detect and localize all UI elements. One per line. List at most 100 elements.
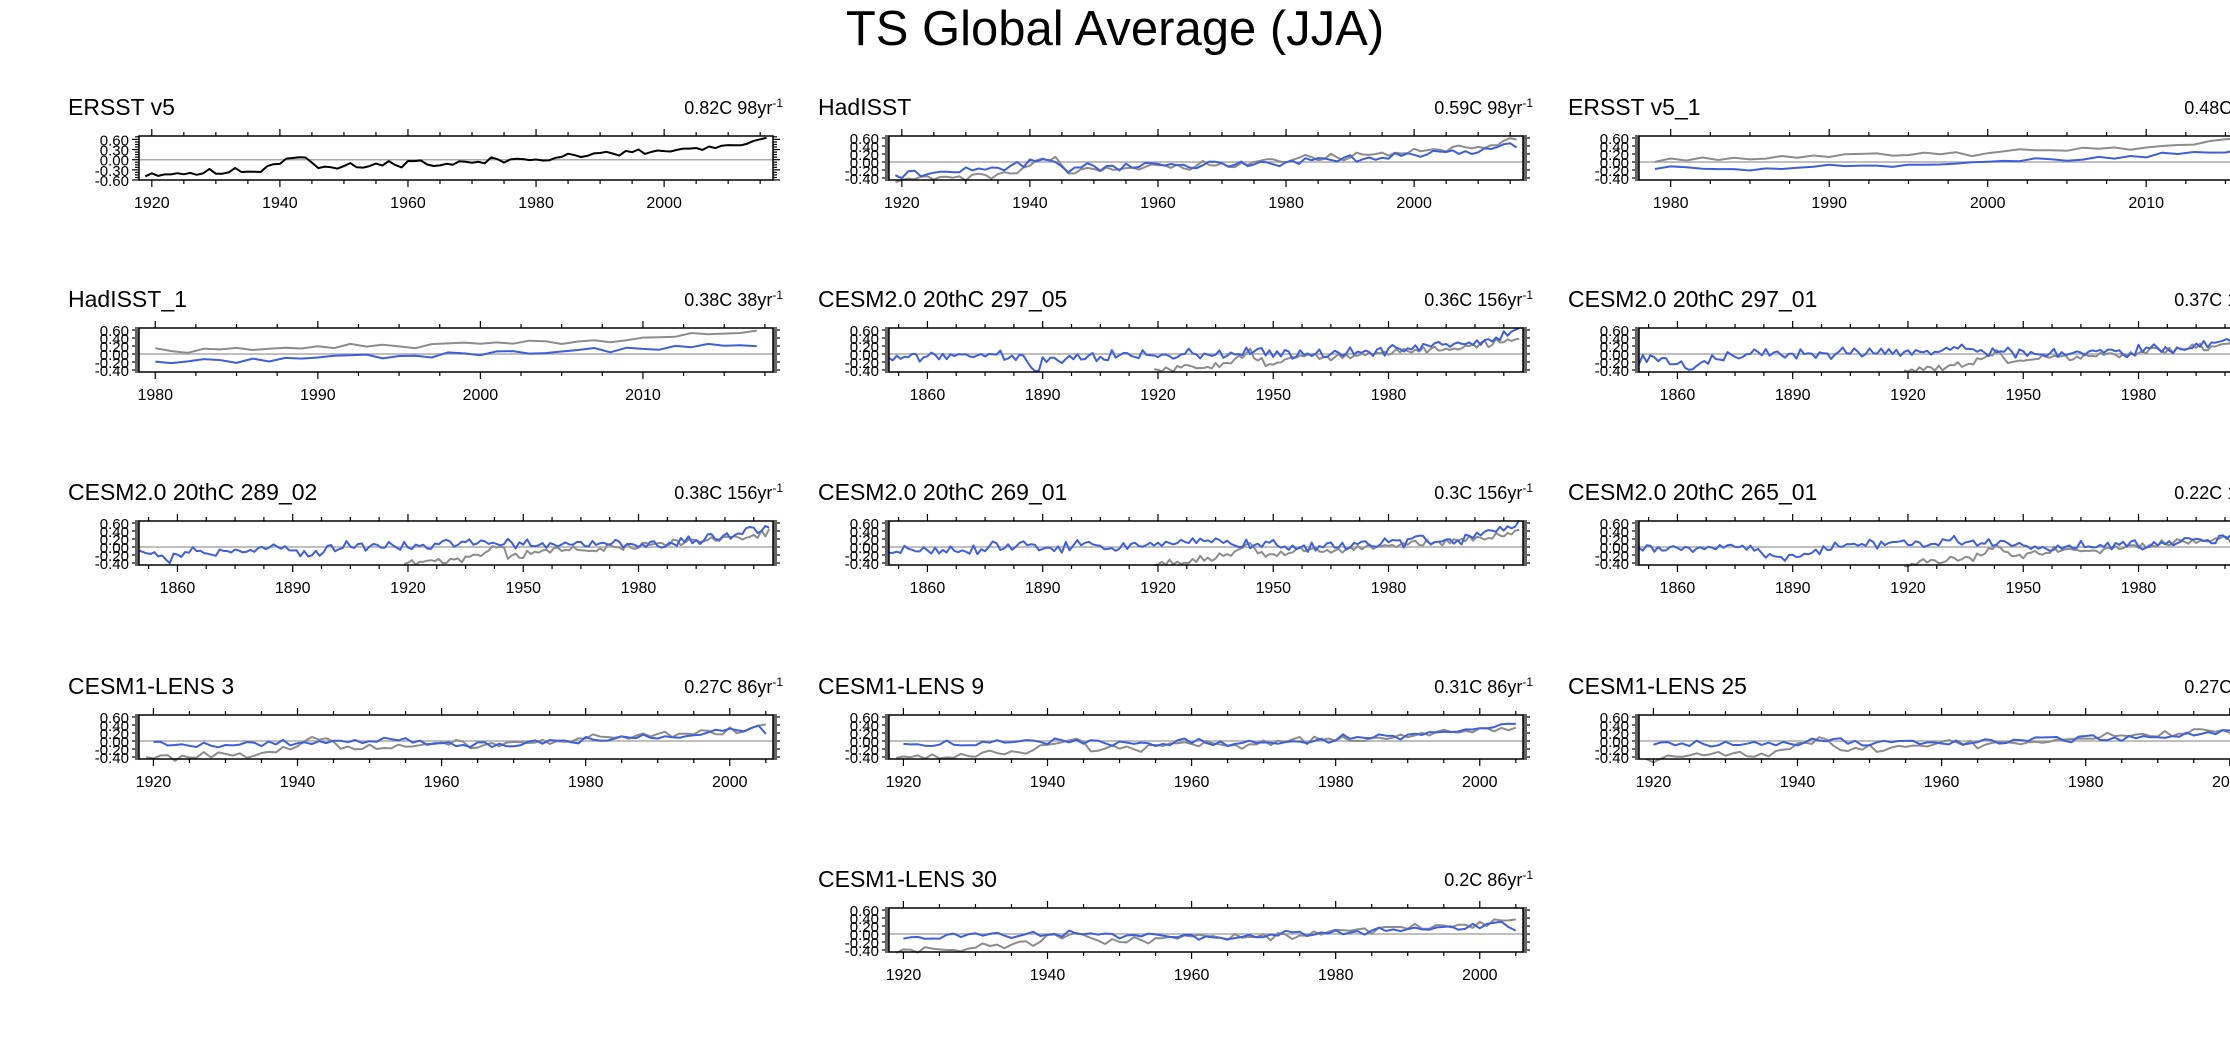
y-tick-label: 0.60 (850, 516, 879, 533)
series-line-ersst-v5-1 (1654, 150, 2230, 172)
y-tick-label: 0.00 (1600, 540, 1629, 557)
trend-label: 0.59C 98yr-1 (1434, 96, 1533, 119)
trend-exponent: -1 (1522, 868, 1533, 882)
x-tick-label: 1940 (1030, 967, 1066, 984)
y-tick-label: 0.20 (850, 919, 879, 936)
y-tick-label: 0.20 (850, 532, 879, 549)
x-tick-label: 1920 (886, 967, 922, 984)
x-tick-label: 1960 (1174, 774, 1210, 791)
x-tick-label: 1890 (1025, 387, 1061, 404)
x-tick-label: 2000 (646, 195, 682, 212)
x-tick-label: 2000 (1396, 195, 1432, 212)
trend-exponent: -1 (772, 288, 783, 302)
x-tick-label: 1980 (2121, 387, 2157, 404)
y-tick-label: -0.20 (1595, 163, 1629, 180)
y-tick-label: -0.20 (95, 742, 129, 759)
x-tick-label: 2010 (625, 387, 661, 404)
y-tick-label: 0.20 (100, 532, 129, 549)
x-tick-label: 1980 (2121, 580, 2157, 597)
trend-label: 0.27C 86yr-1 (2184, 675, 2230, 698)
panel-title: HadISST_1 (68, 286, 187, 312)
chart-cesm1-lens-30: 1920 1940 1960 1980 2000 -0.40-0.200.000.200.… (845, 901, 1530, 984)
y-tick-label: 0.60 (100, 323, 129, 340)
y-tick-label: 0.40 (100, 718, 129, 735)
series-line-hadisst (894, 142, 1518, 180)
x-tick-label: 1980 (1371, 580, 1407, 597)
panel-title: CESM1-LENS 25 (1568, 673, 1747, 699)
panel-ersst-v5: ERSST v5 0.82C 98yr-1 1920 1940 1960 1980 20… (68, 94, 783, 246)
y-tick-label: 0.40 (1600, 718, 1629, 735)
x-tick-label: 1960 (424, 774, 460, 791)
y-tick-label: -0.20 (845, 163, 879, 180)
y-tick-label: -0.30 (95, 163, 129, 180)
trend-value: 0.2C 86yr (1444, 870, 1523, 890)
trend-value: 0.36C 156yr (1424, 290, 1523, 310)
trend-label: 0.22C 156yr-1 (2174, 481, 2230, 504)
x-tick-label: 1980 (621, 580, 657, 597)
x-tick-label: 1940 (262, 195, 298, 212)
y-tick-label: 0.20 (1600, 726, 1629, 743)
panel-title: ERSST v5 (68, 94, 175, 120)
panel-cesm2-297-01: CESM2.0 20thC 297_01 0.37C 156yr-1 18601… (1568, 286, 2230, 438)
x-tick-label: 1950 (1255, 580, 1291, 597)
x-tick-label: 1860 (910, 387, 946, 404)
y-tick-label: 0.00 (850, 347, 879, 364)
trend-value: 0.59C 98yr (1434, 98, 1523, 118)
trend-exponent: -1 (1522, 288, 1533, 302)
series-line-ersst-v5 (144, 136, 767, 178)
trend-exponent: -1 (1522, 481, 1533, 495)
x-tick-label: 1860 (1660, 580, 1696, 597)
x-tick-label: 1940 (1012, 195, 1048, 212)
y-tick-label: 0.00 (850, 540, 879, 557)
panel-cesm1-lens-30: CESM1-LENS 30 0.2C 86yr-1 1920 1940 1960 19… (818, 866, 1533, 1018)
panel-title: CESM1-LENS 9 (818, 673, 985, 699)
y-tick-label: -0.20 (845, 355, 879, 372)
y-tick-label: -0.40 (95, 556, 129, 573)
chart-cesm2-297-01: 1860 1890 1920 1950 1980 -0.40-0.200.000.200.… (1595, 321, 2230, 404)
panel-hadisst-1: HadISST_1 0.38C 38yr-1 1980 1990 2000 2010 -… (68, 286, 783, 438)
x-tick-label: 2000 (712, 774, 748, 791)
y-tick-label: -0.20 (95, 548, 129, 565)
x-tick-label: 1960 (1174, 967, 1210, 984)
x-tick-label: 1920 (886, 774, 922, 791)
y-tick-label: -0.20 (845, 935, 879, 952)
x-tick-label: 1920 (134, 195, 170, 212)
series-line-cesm2-0-20thc-265-01 (1638, 534, 2230, 562)
y-tick-label: 0.40 (1600, 139, 1629, 156)
series-line-ersst-v5 (146, 723, 766, 762)
x-tick-label: 1940 (1030, 774, 1066, 791)
y-tick-label: 0.20 (1600, 532, 1629, 549)
x-tick-label: 2010 (2128, 195, 2164, 212)
series-line-cesm1-lens-9 (903, 722, 1516, 748)
series-line-cesm2-0-20thc-297-05 (888, 327, 1520, 372)
y-tick-label: -0.20 (845, 742, 879, 759)
y-tick-label: 0.30 (100, 143, 129, 160)
trend-label: 0.82C 98yr-1 (684, 96, 783, 119)
series-line-cesm2-0-20thc-269-01 (888, 519, 1521, 556)
chart-cesm1-lens-3: 1920 1940 1960 1980 2000 -0.40-0.200.000.200.… (95, 708, 780, 791)
y-tick-label: 0.60 (1600, 516, 1629, 533)
y-tick-label: 0.40 (850, 911, 879, 928)
series-line-cesm2-0-20thc-289-02 (138, 524, 770, 565)
chart-cesm2-269-01: 1860 1890 1920 1950 1980 -0.40-0.200.000.200.… (845, 514, 1530, 597)
y-tick-label: 0.00 (1600, 347, 1629, 364)
x-tick-label: 2000 (1462, 774, 1498, 791)
y-tick-label: 0.60 (1600, 323, 1629, 340)
y-tick-label: -0.40 (95, 363, 129, 380)
trend-exponent: -1 (1522, 96, 1533, 110)
series-line-cesm1-lens-3 (153, 724, 767, 749)
y-tick-label: 0.40 (100, 331, 129, 348)
y-tick-label: -0.40 (845, 363, 879, 380)
y-tick-label: 0.40 (850, 331, 879, 348)
x-tick-label: 1890 (1025, 580, 1061, 597)
x-tick-label: 1860 (910, 580, 946, 597)
x-tick-label: 1860 (1660, 387, 1696, 404)
chart-hadisst: 1920 1940 1960 1980 2000 -0.40-0.200.000.200.… (845, 129, 1530, 212)
panel-title: CESM2.0 20thC 269_01 (818, 479, 1068, 505)
y-tick-label: -0.40 (845, 750, 879, 767)
x-tick-label: 1980 (1371, 387, 1407, 404)
series-line-ersst-v5 (895, 137, 1517, 184)
trend-label: 0.27C 86yr-1 (684, 675, 783, 698)
y-tick-label: -0.60 (95, 173, 129, 190)
x-tick-label: 2000 (1462, 967, 1498, 984)
